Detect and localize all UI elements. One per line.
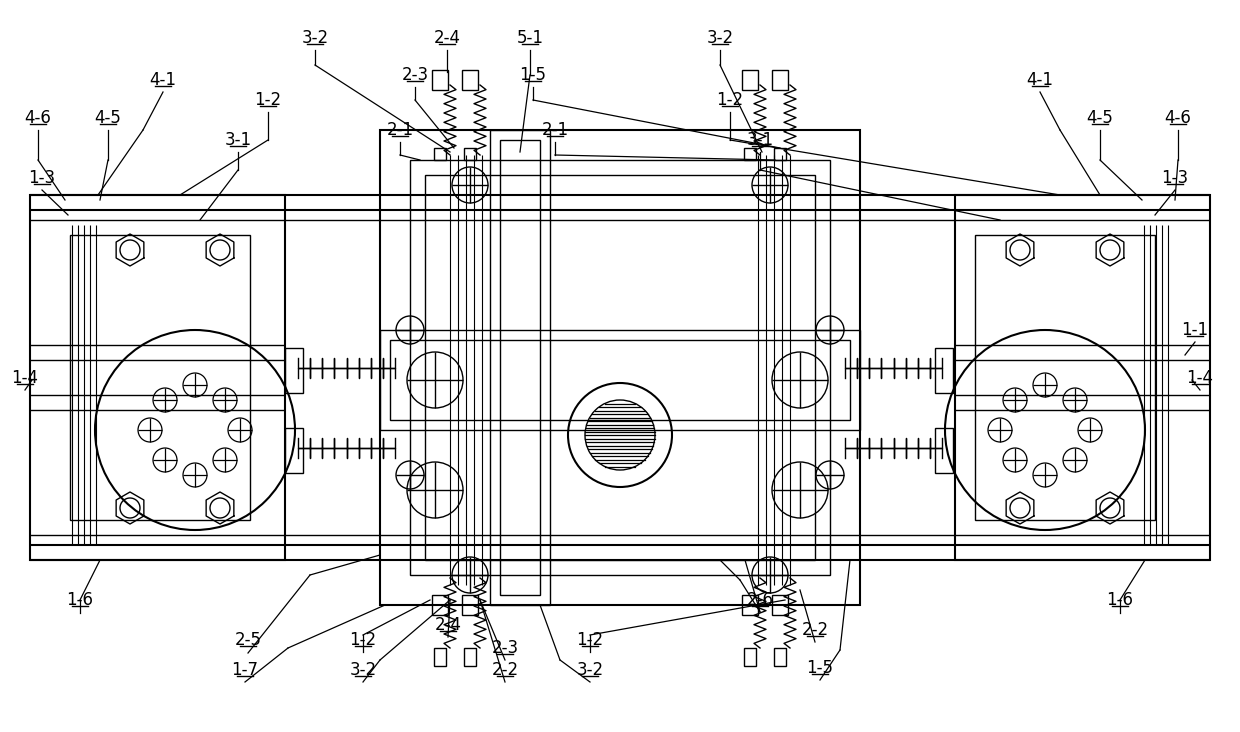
Bar (463, 595, 477, 615)
Bar (774, 148, 786, 160)
Text: 1-2: 1-2 (577, 631, 604, 649)
Text: 1-6: 1-6 (1106, 591, 1133, 609)
Bar (773, 595, 787, 615)
Bar (30, 195, 285, 560)
Text: 3-1: 3-1 (224, 131, 252, 149)
Text: 2-3: 2-3 (491, 639, 518, 657)
Bar (774, 648, 786, 666)
Text: 1-4: 1-4 (1187, 369, 1214, 387)
Bar (975, 235, 1154, 520)
Text: 4-1: 4-1 (150, 71, 176, 89)
Bar (773, 70, 787, 90)
Bar (463, 70, 477, 90)
Text: 4-6: 4-6 (1164, 109, 1192, 127)
Bar (490, 130, 551, 605)
Text: 1-3: 1-3 (1162, 169, 1189, 187)
Bar (69, 235, 250, 520)
Bar (379, 130, 861, 605)
Text: 4-6: 4-6 (25, 109, 51, 127)
Bar (434, 648, 446, 666)
Bar (285, 428, 303, 473)
Bar (434, 148, 446, 160)
Text: 4-1: 4-1 (1027, 71, 1054, 89)
Text: 1-5: 1-5 (520, 66, 547, 84)
Bar (432, 595, 448, 615)
Bar (744, 148, 756, 160)
Text: 5-1: 5-1 (517, 29, 543, 47)
Bar (425, 175, 815, 560)
Text: 1-5: 1-5 (806, 659, 833, 677)
Bar (432, 70, 448, 90)
Text: 4-5: 4-5 (1086, 109, 1114, 127)
Bar (464, 148, 476, 160)
Text: 1-7: 1-7 (232, 661, 258, 679)
Text: 1-2: 1-2 (717, 91, 744, 109)
Text: 3-2: 3-2 (577, 661, 604, 679)
Text: 2-1: 2-1 (387, 121, 414, 139)
Bar (391, 340, 849, 420)
Bar (955, 195, 1210, 560)
Bar (410, 160, 830, 575)
Text: 3-1: 3-1 (746, 131, 774, 149)
Text: 2-4: 2-4 (434, 616, 461, 634)
Bar (500, 140, 539, 595)
Text: 1-2: 1-2 (254, 91, 281, 109)
Text: 3-2: 3-2 (350, 661, 377, 679)
Bar (742, 595, 758, 615)
Text: 1-4: 1-4 (11, 369, 38, 387)
Text: 2-5: 2-5 (234, 631, 262, 649)
Text: 1-2: 1-2 (350, 631, 377, 649)
Bar (935, 348, 954, 393)
Text: 2-1: 2-1 (542, 121, 569, 139)
Bar (935, 428, 954, 473)
Text: 2-2: 2-2 (491, 661, 518, 679)
Text: 1-1: 1-1 (1182, 321, 1209, 339)
Text: 2-6: 2-6 (746, 591, 774, 609)
Bar (464, 648, 476, 666)
Bar (285, 348, 303, 393)
Text: 3-2: 3-2 (707, 29, 734, 47)
Bar (744, 648, 756, 666)
Bar (742, 70, 758, 90)
Bar (379, 330, 861, 430)
Text: 4-5: 4-5 (94, 109, 122, 127)
Text: 2-2: 2-2 (801, 621, 828, 639)
Text: 1-6: 1-6 (67, 591, 93, 609)
Text: 2-4: 2-4 (434, 29, 460, 47)
Text: 3-2: 3-2 (301, 29, 329, 47)
Text: 1-3: 1-3 (29, 169, 56, 187)
Text: 2-3: 2-3 (402, 66, 429, 84)
